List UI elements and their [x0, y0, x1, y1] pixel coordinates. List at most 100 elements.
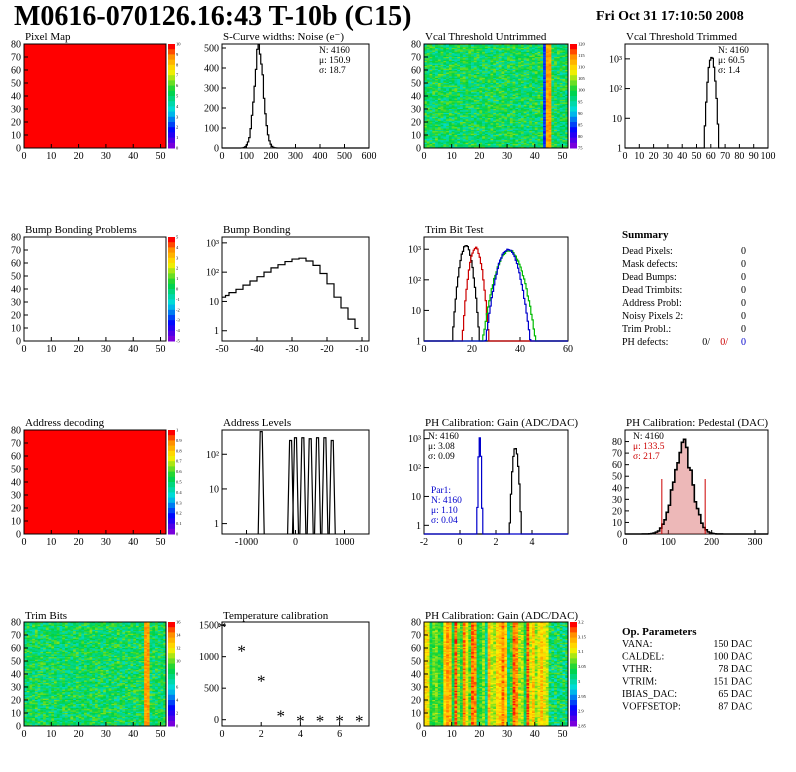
chart-bump-bonding: Bump Bonding -50 -40 -30 -20 -10 1 10 10² 10³ [206, 224, 370, 355]
stats-text: μ: 3.08 [428, 442, 455, 452]
palette-label: 2 [176, 125, 178, 130]
palette-label: 3 [578, 679, 581, 684]
plot-frame [221, 429, 370, 535]
y-tick-label: 40 [11, 478, 21, 489]
y-tick-label: 0 [16, 337, 21, 348]
heatmap-cells [424, 622, 569, 727]
table-value: 0 [741, 337, 746, 348]
stats-text: σ: 0.04 [431, 516, 458, 526]
stats-text: σ: 1.4 [718, 66, 740, 76]
palette-label: 2.85 [578, 724, 587, 729]
y-tick-label: 10³ [609, 54, 622, 65]
palette-label: 4 [176, 104, 179, 109]
x-tick-label: 50 [156, 729, 166, 740]
data-point: * [316, 711, 325, 730]
y-tick-label: 0 [16, 530, 21, 541]
palette-label: 85 [578, 122, 583, 127]
chart-title: PH Calibration: Gain (ADC/DAC) [425, 417, 578, 429]
palette-label: 6 [176, 83, 179, 88]
x-tick-label: 50 [557, 729, 567, 740]
x-tick-label: 100 [761, 151, 776, 162]
y-tick-label: 70 [11, 246, 21, 257]
level-peak [291, 437, 300, 535]
palette-label: 2.95 [578, 694, 587, 699]
y-tick-label: 1 [214, 519, 219, 530]
x-tick-label: 40 [515, 344, 525, 355]
y-tick-label: 1 [617, 144, 622, 155]
x-tick-label: 0 [220, 729, 225, 740]
y-tick-label: 10² [408, 463, 421, 474]
palette-label: 90 [578, 111, 583, 116]
chart-ph-gain-map: PH Calibration: Gain (ADC/DAC) 3.2 3.15 3.1… [411, 610, 587, 740]
histogram-series [424, 437, 568, 535]
x-tick-label: 0 [623, 151, 628, 162]
palette-label: -3 [176, 318, 180, 323]
x-tick-label: 0 [293, 537, 298, 548]
palette-label: 0 [176, 532, 179, 537]
y-tick-label: 60 [11, 452, 21, 463]
palette-label: 2 [176, 711, 178, 716]
palette-label: 0.6 [176, 469, 182, 474]
x-tick-label: -2 [420, 537, 428, 548]
palette-label: 2 [176, 266, 178, 271]
x-tick-label: 2 [259, 729, 264, 740]
chart-title: Address Levels [223, 417, 291, 429]
data-point: * [355, 711, 364, 730]
palette-label: 3 [176, 114, 179, 119]
x-tick-label: 20 [74, 344, 84, 355]
x-tick-label: 50 [557, 151, 567, 162]
table-value: 65 DAC [718, 689, 752, 700]
table-label: CALDEL: [622, 652, 664, 663]
y-tick-label: 20 [11, 696, 21, 707]
x-tick-label: 10 [46, 729, 56, 740]
x-tick-label: 0 [220, 151, 225, 162]
y-tick-label: 80 [11, 426, 21, 437]
y-tick-label: 60 [612, 460, 622, 471]
y-tick-label: 30 [612, 495, 622, 506]
x-tick-label: 30 [502, 151, 512, 162]
x-tick-label: 40 [128, 729, 138, 740]
y-tick-label: 10³ [408, 434, 421, 445]
palette-label: 75 [578, 146, 583, 151]
palette-label: 0.5 [176, 480, 182, 485]
x-tick-label: 200 [264, 151, 279, 162]
x-tick-label: 70 [720, 151, 730, 162]
chart-title: Vcal Threshold Untrimmed [425, 31, 547, 43]
table-value: 0/ [720, 337, 728, 348]
plot-frame [423, 236, 569, 342]
y-tick-label: 50 [411, 79, 421, 90]
palette-label: 105 [578, 76, 586, 81]
chart-title: Trim Bit Test [425, 224, 484, 236]
x-tick-label: 0 [422, 344, 427, 355]
y-tick-label: 40 [411, 92, 421, 103]
y-tick-label: 70 [11, 439, 21, 450]
data-point: * [296, 711, 305, 730]
level-peak [313, 437, 322, 535]
chart-title: Temperature calibration [223, 610, 329, 622]
x-tick-label: 50 [692, 151, 702, 162]
color-palette: 1 0.9 0.8 0.7 0.6 0.5 0.4 0.3 0.2 0.1 0 [168, 428, 182, 537]
x-tick-label: 1000 [335, 537, 355, 548]
chart-trim-bit-test: Trim Bit Test 0 20 40 60 1 10 10² 10³ [408, 224, 573, 355]
x-tick-label: 600 [362, 151, 377, 162]
y-tick-label: 50 [411, 657, 421, 668]
x-tick-label: 10 [447, 151, 457, 162]
y-tick-label: 70 [11, 631, 21, 642]
palette-label: 110 [578, 65, 585, 70]
x-tick-label: 0 [422, 729, 427, 740]
table-label: Dead Trimbits: [622, 285, 682, 296]
palette-label: 0.4 [176, 490, 182, 495]
table-value: 0/ [702, 337, 710, 348]
y-tick-label: 1 [416, 521, 421, 532]
x-tick-label: 30 [663, 151, 673, 162]
x-tick-label: 20 [74, 151, 84, 162]
y-tick-label: 30 [411, 683, 421, 694]
table-value: 0 [741, 272, 746, 283]
palette-label: 1 [176, 135, 178, 140]
y-tick-label: 10³ [408, 245, 421, 256]
x-tick-label: 50 [156, 537, 166, 548]
y-tick-label: 0 [16, 722, 21, 733]
table-value: 100 DAC [713, 652, 752, 663]
data-point: * [237, 641, 246, 660]
